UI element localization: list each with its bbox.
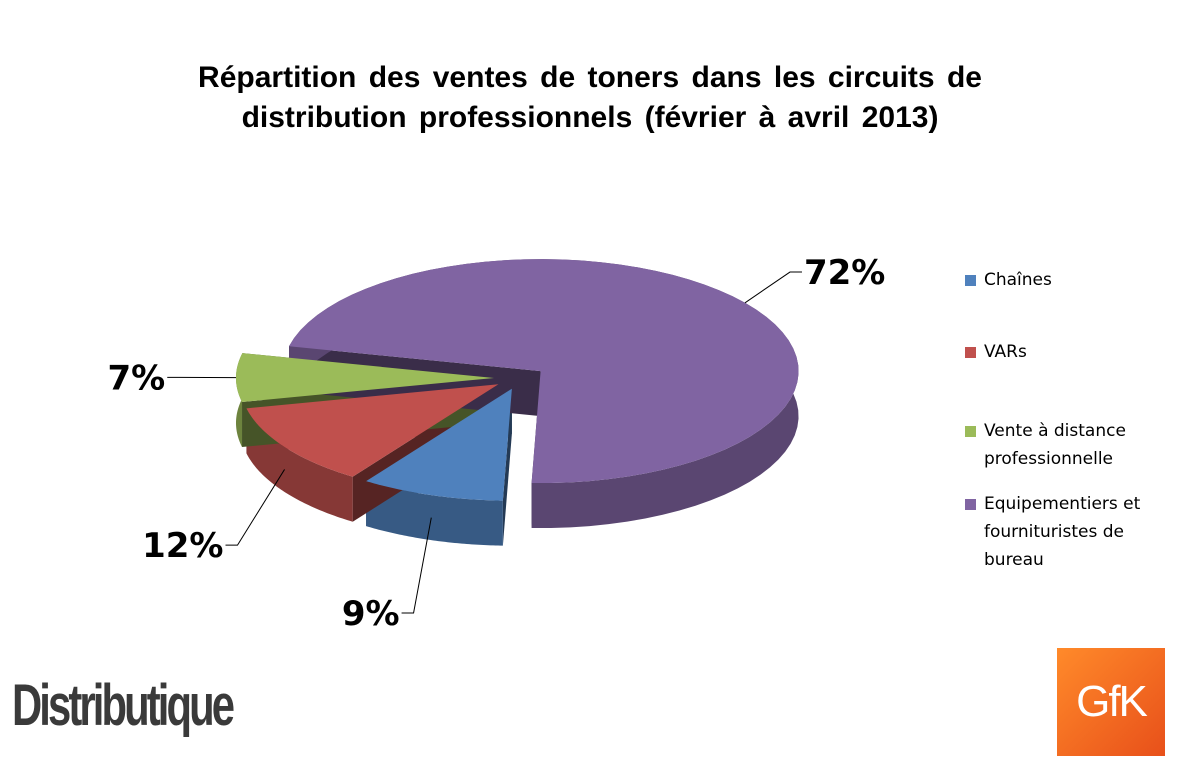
slice-wall — [246, 408, 353, 522]
legend-label: Equipementiers et fournituristes de bure… — [984, 494, 1141, 570]
logo-gfk: GfK — [1057, 648, 1165, 756]
legend-swatch — [965, 347, 976, 358]
data-label: 12% — [142, 526, 223, 566]
legend-item: Vente à distance professionnelle — [965, 417, 1155, 473]
leader-line — [225, 469, 285, 546]
legend-item: Equipementiers et fournituristes de bure… — [965, 490, 1155, 574]
legend-item: VARs — [965, 338, 1155, 366]
slice — [246, 384, 499, 477]
legend-swatch — [965, 275, 976, 286]
slice — [236, 353, 495, 403]
legend-label: VARs — [984, 342, 1027, 362]
legend-swatch — [965, 426, 976, 437]
data-label: 72% — [804, 253, 885, 293]
legend-label: Vente à distance professionnelle — [984, 421, 1126, 469]
chart-title: Répartition des ventes de toners dans le… — [198, 61, 982, 134]
logo-distributique: Distributique — [12, 673, 235, 738]
legend-swatch — [965, 499, 976, 510]
slice-wall — [366, 481, 503, 546]
data-label: 7% — [108, 358, 166, 398]
legend-label: Chaînes — [984, 270, 1052, 290]
data-label: 9% — [342, 594, 400, 634]
legend-item: Chaînes — [965, 266, 1155, 294]
leader-line — [401, 517, 432, 614]
slice — [289, 259, 799, 484]
leader-line — [744, 271, 802, 304]
slice — [366, 388, 512, 501]
